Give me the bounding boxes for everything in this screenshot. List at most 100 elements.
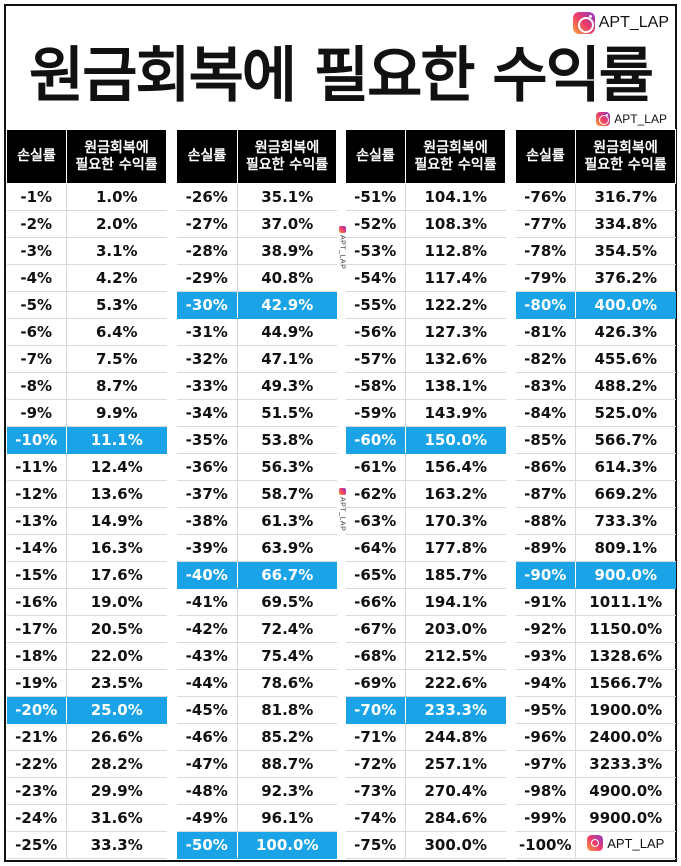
required-return-cell: 1011.1% <box>575 588 676 616</box>
loss-rate-cell: -60% <box>345 426 406 454</box>
loss-rate-cell: -43% <box>176 642 238 670</box>
required-return-cell: 1.0% <box>66 183 167 211</box>
table-row: -42% 72.4% <box>176 615 337 643</box>
table-row: -22% 28.2% <box>6 750 167 778</box>
loss-rate-cell: -55% <box>345 291 406 319</box>
table-row: -85% 566.7% <box>515 426 676 454</box>
required-return-cell: 400.0% <box>575 291 676 319</box>
loss-recovery-table: 손실률 원금회복에 필요한 수익률 -26% 35.1% -27% 37.0% -28% 38.… <box>176 129 337 859</box>
table-row: -34% 51.5% <box>176 399 337 427</box>
table-row: -98% 4900.0% <box>515 777 676 805</box>
table-row: -62% 163.2% <box>345 480 506 508</box>
brand-handle-top: APT_LAP <box>572 12 669 34</box>
required-return-cell: 63.9% <box>237 534 337 562</box>
table-row: -17% 20.5% <box>6 615 167 643</box>
required-return-cell: 127.3% <box>405 318 506 346</box>
loss-rate-cell: -61% <box>345 453 406 481</box>
table-row: -21% 26.6% <box>6 723 167 751</box>
brand-handle-corner: APT_LAP <box>575 831 676 859</box>
table-row: -59% 143.9% <box>345 399 506 427</box>
loss-rate-cell: -80% <box>515 291 576 319</box>
loss-rate-cell: -72% <box>345 750 406 778</box>
required-return-cell: 316.7% <box>575 183 676 211</box>
table-row: -73% 270.4% <box>345 777 506 805</box>
loss-rate-cell: -91% <box>515 588 576 616</box>
required-return-cell: 488.2% <box>575 372 676 400</box>
required-return-cell: 809.1% <box>575 534 676 562</box>
required-return-cell: 33.3% <box>66 831 167 859</box>
table-row: -80% 400.0% <box>515 291 676 319</box>
loss-rate-cell: -26% <box>176 183 238 211</box>
loss-rate-cell: -35% <box>176 426 238 454</box>
header-loss-rate: 손실률 <box>6 129 67 184</box>
watermark-vertical: APT_LAP <box>337 226 347 269</box>
required-return-cell: 354.5% <box>575 237 676 265</box>
table-row: -63% 170.3% <box>345 507 506 535</box>
table-row: -86% 614.3% <box>515 453 676 481</box>
required-return-cell: 4.2% <box>66 264 167 292</box>
table-row: -57% 132.6% <box>345 345 506 373</box>
loss-rate-cell: -49% <box>176 804 238 832</box>
loss-rate-cell: -84% <box>515 399 576 427</box>
table-row: -83% 488.2% <box>515 372 676 400</box>
header-loss-rate: 손실률 <box>176 129 238 184</box>
loss-rate-cell: -15% <box>6 561 67 589</box>
required-return-cell: 5.3% <box>66 291 167 319</box>
required-return-cell: 733.3% <box>575 507 676 535</box>
required-return-cell: 138.1% <box>405 372 506 400</box>
required-return-cell: 9.9% <box>66 399 167 427</box>
loss-rate-cell: -99% <box>515 804 576 832</box>
loss-rate-cell: -67% <box>345 615 406 643</box>
header-required-return-line1: 원금회복에 <box>423 139 488 156</box>
required-return-cell: 14.9% <box>66 507 167 535</box>
table-row: -49% 96.1% <box>176 804 337 832</box>
header-required-return-line1: 원금회복에 <box>84 139 149 156</box>
required-return-cell: 37.0% <box>237 210 337 238</box>
loss-rate-cell: -98% <box>515 777 576 805</box>
loss-rate-cell: -29% <box>176 264 238 292</box>
loss-rate-cell: -30% <box>176 291 238 319</box>
table-row: -3% 3.1% <box>6 237 167 265</box>
table-row: -6% 6.4% <box>6 318 167 346</box>
required-return-cell: 112.8% <box>405 237 506 265</box>
required-return-cell: 44.9% <box>237 318 337 346</box>
required-return-cell: 56.3% <box>237 453 337 481</box>
table-row: -90% 900.0% <box>515 561 676 589</box>
required-return-cell: 53.8% <box>237 426 337 454</box>
table-row: -87% 669.2% <box>515 480 676 508</box>
required-return-cell: 28.2% <box>66 750 167 778</box>
loss-rate-cell: -74% <box>345 804 406 832</box>
table-row: -50% 100.0% <box>176 831 337 859</box>
required-return-cell: 35.1% <box>237 183 337 211</box>
loss-rate-cell: -13% <box>6 507 67 535</box>
required-return-cell: 1566.7% <box>575 669 676 697</box>
required-return-cell: 58.7% <box>237 480 337 508</box>
table-row: -12% 13.6% <box>6 480 167 508</box>
table-row: -91% 1011.1% <box>515 588 676 616</box>
loss-recovery-table: 손실률 원금회복에 필요한 수익률 -76% 316.7% -77% 334.8% -78% 3… <box>515 129 676 859</box>
table-row: -70% 233.3% <box>345 696 506 724</box>
required-return-cell: 2.0% <box>66 210 167 238</box>
required-return-cell: 69.5% <box>237 588 337 616</box>
required-return-cell: 1328.6% <box>575 642 676 670</box>
watermark-text: APT_LAP <box>338 497 346 532</box>
header-required-return-line2: 필요한 수익률 <box>75 156 158 173</box>
table-row: -81% 426.3% <box>515 318 676 346</box>
table-row: -93% 1328.6% <box>515 642 676 670</box>
required-return-cell: 257.1% <box>405 750 506 778</box>
header-required-return: 원금회복에 필요한 수익률 <box>237 129 337 184</box>
loss-rate-cell: -83% <box>515 372 576 400</box>
table-row: -25% 33.3% <box>6 831 167 859</box>
loss-rate-cell: -79% <box>515 264 576 292</box>
loss-rate-cell: -87% <box>515 480 576 508</box>
required-return-cell: 26.6% <box>66 723 167 751</box>
table-row: -40% 66.7% <box>176 561 337 589</box>
table-row: -43% 75.4% <box>176 642 337 670</box>
loss-rate-cell: -63% <box>345 507 406 535</box>
table-row: -76% 316.7% <box>515 183 676 211</box>
required-return-cell: 42.9% <box>237 291 337 319</box>
required-return-cell: 284.6% <box>405 804 506 832</box>
header-required-return-line2: 필요한 수익률 <box>414 156 497 173</box>
table-row: -24% 31.6% <box>6 804 167 832</box>
loss-rate-cell: -12% <box>6 480 67 508</box>
